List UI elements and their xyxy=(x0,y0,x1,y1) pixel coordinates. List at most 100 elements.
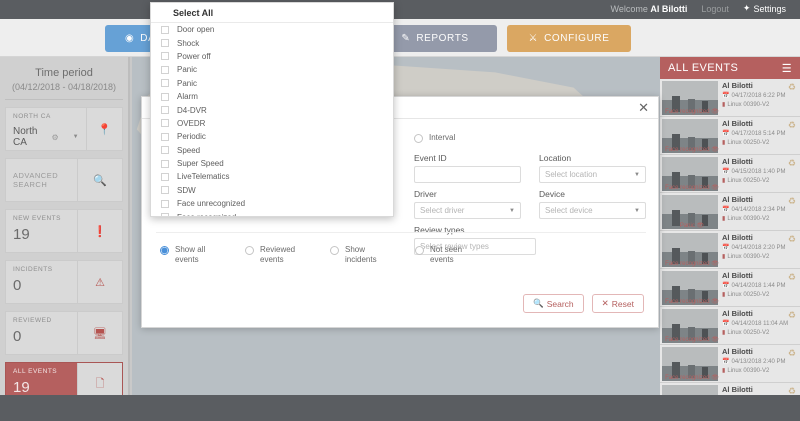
person-badge-icon[interactable]: ♻ xyxy=(787,386,796,395)
interval-radio[interactable]: Interval xyxy=(414,133,646,143)
event-type-option[interactable]: Door open xyxy=(151,23,393,36)
location-field[interactable]: Location Select location ▼ xyxy=(539,153,646,183)
event-type-option[interactable]: Power off xyxy=(151,50,393,63)
event-type-option[interactable]: Speed xyxy=(151,144,393,157)
person-badge-icon[interactable]: ♻ xyxy=(787,196,796,206)
event-thumbnail[interactable] xyxy=(662,347,718,381)
logout-link[interactable]: Logout xyxy=(701,3,729,14)
event-type-option[interactable]: Shock xyxy=(151,36,393,49)
checkbox[interactable] xyxy=(161,106,169,115)
checkbox[interactable] xyxy=(161,25,169,34)
events-list[interactable]: Al Bilotti 📅 04/17/2018 6:22 PM ▮ Linux 0039… xyxy=(660,79,800,395)
checkbox[interactable] xyxy=(161,159,169,168)
radio-button[interactable] xyxy=(415,246,424,255)
event-type-option[interactable]: Face recognized xyxy=(151,210,393,216)
event-thumbnail[interactable] xyxy=(662,309,718,343)
chevron-down-icon[interactable]: ▼ xyxy=(634,207,640,214)
event-type-option[interactable]: OVEDR xyxy=(151,117,393,130)
search-button[interactable]: 🔍 Search xyxy=(523,294,584,313)
radio-button[interactable] xyxy=(245,246,254,255)
person-badge-icon[interactable]: ♻ xyxy=(787,120,796,130)
event-type-option[interactable]: Panic xyxy=(151,63,393,76)
event-thumbnail[interactable] xyxy=(662,119,718,153)
event-type-option[interactable]: Super Speed xyxy=(151,157,393,170)
checkbox[interactable] xyxy=(161,39,169,48)
person-badge-icon[interactable]: ♻ xyxy=(787,272,796,282)
event-types-option-list[interactable]: Door open Shock Power off Panic Panic Alarm D4… xyxy=(151,23,393,216)
event-list-item[interactable]: Al Bilotti 📅 04/14/2018 11:04 AM ▮ Linux 002… xyxy=(660,307,800,345)
location-select[interactable]: North CA ⚙ ▼ xyxy=(13,126,79,148)
event-id-input[interactable] xyxy=(414,166,521,183)
event-type-option[interactable]: Periodic xyxy=(151,130,393,143)
tab-configure[interactable]: ⚔ CONFIGURE xyxy=(507,25,631,52)
event-thumbnail[interactable] xyxy=(662,195,718,229)
radio-button[interactable] xyxy=(330,246,339,255)
event-list-item[interactable]: Al Bilotti📅04/13/2018 2:36 PM▮Linux 0039… xyxy=(660,383,800,395)
sidebar-item-incidents[interactable]: INCIDENTS 0 ⚠ xyxy=(5,260,123,304)
checkbox[interactable] xyxy=(161,186,169,195)
event-id-field[interactable]: Event ID xyxy=(414,153,521,183)
checkbox[interactable] xyxy=(161,132,169,141)
event-types-dropdown[interactable]: Select All Door open Shock Power off Panic P… xyxy=(150,2,394,217)
event-list-item[interactable]: Al Bilotti 📅 04/13/2018 2:40 PM ▮ Linux 0039… xyxy=(660,345,800,383)
checkbox[interactable] xyxy=(161,65,169,74)
event-type-option[interactable]: Face unrecognized xyxy=(151,197,393,210)
event-list-item[interactable]: Al Bilotti 📅 04/15/2018 1:40 PM ▮ Linux 0025… xyxy=(660,155,800,193)
driver-field[interactable]: Driver Select driver ▼ xyxy=(414,189,521,219)
checkbox[interactable] xyxy=(161,199,169,208)
checkbox[interactable] xyxy=(161,119,169,128)
person-badge-icon[interactable]: ♻ xyxy=(787,348,796,358)
event-type-option[interactable]: D4-DVR xyxy=(151,103,393,116)
sidebar-item-advanced-search[interactable]: ADVANCED SEARCH 🔍 xyxy=(5,158,123,202)
person-badge-icon[interactable]: ♻ xyxy=(787,234,796,244)
sidebar-item-reviewed[interactable]: REVIEWED 0 🖥 xyxy=(5,311,123,355)
checkbox[interactable] xyxy=(161,146,169,155)
chevron-down-icon[interactable]: ▼ xyxy=(509,207,515,214)
close-icon[interactable]: ✕ xyxy=(638,100,649,115)
event-thumbnail[interactable] xyxy=(662,81,718,115)
result-filter-radio[interactable]: Reviewed events xyxy=(245,245,312,265)
person-badge-icon[interactable]: ♻ xyxy=(787,158,796,168)
event-thumbnail[interactable] xyxy=(662,157,718,191)
event-list-item[interactable]: Al Bilotti 📅 04/14/2018 2:34 PM ▮ Linux 0039… xyxy=(660,193,800,231)
event-thumbnail[interactable] xyxy=(662,385,718,395)
interval-radio-button[interactable] xyxy=(414,134,423,143)
checkbox[interactable] xyxy=(161,213,169,216)
checkbox[interactable] xyxy=(161,172,169,181)
sidebar-item-location[interactable]: NORTH CA North CA ⚙ ▼ 📍 xyxy=(5,107,123,151)
settings-link[interactable]: ✦ Settings xyxy=(743,3,786,14)
radio-button[interactable] xyxy=(160,246,169,255)
chevron-down-icon[interactable]: ▼ xyxy=(72,134,79,140)
chevron-down-icon[interactable]: ▼ xyxy=(634,171,640,178)
checkbox[interactable] xyxy=(161,79,169,88)
event-list-item[interactable]: Al Bilotti 📅 04/17/2018 6:22 PM ▮ Linux 0039… xyxy=(660,79,800,117)
search-icon[interactable]: 🔍 xyxy=(93,174,107,187)
event-thumbnail[interactable] xyxy=(662,271,718,305)
event-type-option[interactable]: Panic xyxy=(151,77,393,90)
event-list-item[interactable]: Al Bilotti 📅 04/14/2018 2:20 PM ▮ Linux 0039… xyxy=(660,231,800,269)
person-badge-icon[interactable]: ♻ xyxy=(787,82,796,92)
result-filter-radio[interactable]: Show incidents xyxy=(330,245,397,265)
driver-select-input[interactable]: Select driver ▼ xyxy=(414,202,521,219)
device-field[interactable]: Device Select device ▼ xyxy=(539,189,646,219)
result-filter-radio[interactable]: Show all events xyxy=(160,245,227,265)
review-types-input[interactable]: Select review types xyxy=(414,238,536,255)
select-all-option[interactable]: Select All xyxy=(151,3,393,23)
device-select-input[interactable]: Select device ▼ xyxy=(539,202,646,219)
event-type-option[interactable]: SDW xyxy=(151,184,393,197)
checkbox[interactable] xyxy=(161,92,169,101)
collapse-icon[interactable]: ☰ xyxy=(781,62,792,75)
reset-button[interactable]: ✕ Reset xyxy=(591,294,644,313)
result-filter-radio[interactable]: Not seen events xyxy=(415,245,482,265)
location-select-input[interactable]: Select location ▼ xyxy=(539,166,646,183)
event-list-item[interactable]: Al Bilotti 📅 04/17/2018 5:14 PM ▮ Linux 0025… xyxy=(660,117,800,155)
review-types-field[interactable]: Review types Select review types xyxy=(414,225,536,255)
event-list-item[interactable]: Al Bilotti 📅 04/14/2018 1:44 PM ▮ Linux 0025… xyxy=(660,269,800,307)
event-type-option[interactable]: Alarm xyxy=(151,90,393,103)
sidebar-item-new-events[interactable]: NEW EVENTS 19 ❗ xyxy=(5,209,123,253)
gear-icon[interactable]: ⚙ xyxy=(51,132,59,142)
event-type-option[interactable]: LiveTelematics xyxy=(151,170,393,183)
event-thumbnail[interactable] xyxy=(662,233,718,267)
checkbox[interactable] xyxy=(161,52,169,61)
person-badge-icon[interactable]: ♻ xyxy=(787,310,796,320)
